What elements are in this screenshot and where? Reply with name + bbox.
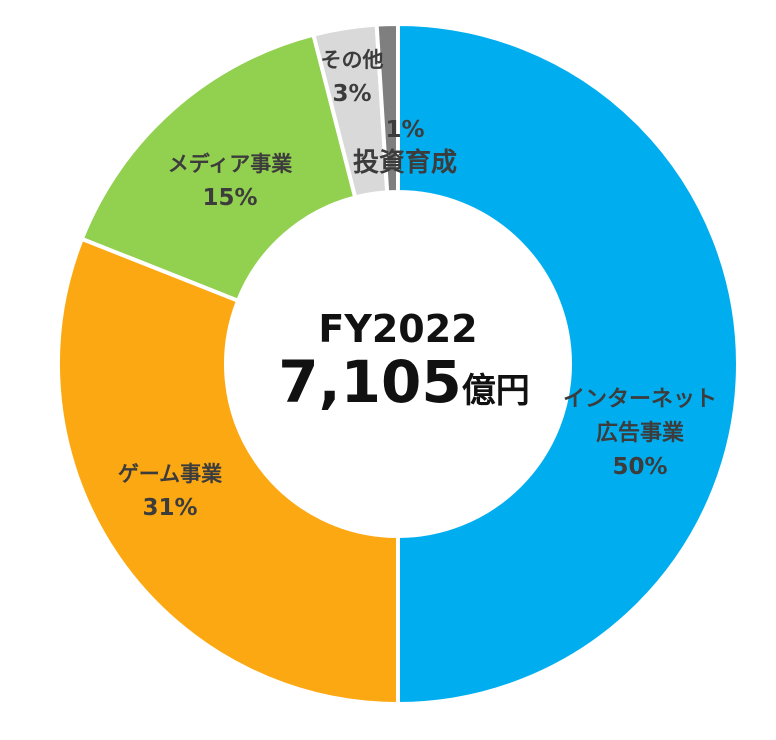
slice-5	[374, 21, 400, 195]
slice-name-label: メディア事業	[168, 152, 294, 176]
slice-2	[56, 236, 400, 707]
center-unit: 億円	[462, 371, 530, 411]
slice-value-label: 31%	[142, 495, 197, 521]
slice-name-label: その他	[321, 48, 384, 72]
center-value: 7,105	[278, 348, 461, 416]
slice-name-label: インターネット	[563, 387, 717, 412]
slice-name-label: ゲーム事業	[118, 462, 223, 486]
slice-value-label: 50%	[612, 454, 667, 480]
slice-name-label: 広告事業	[596, 420, 685, 446]
donut-slices	[56, 21, 740, 707]
slice-value-label: 15%	[202, 185, 257, 211]
center-title: FY2022	[318, 307, 477, 351]
slice-value-label: 3%	[332, 81, 371, 107]
slice-value-label: 1%	[385, 117, 424, 143]
slice-1	[396, 21, 740, 707]
slice-name-label: 投資育成	[353, 147, 457, 178]
center-total: 7,105億円	[278, 348, 529, 416]
slice-3	[79, 32, 358, 304]
